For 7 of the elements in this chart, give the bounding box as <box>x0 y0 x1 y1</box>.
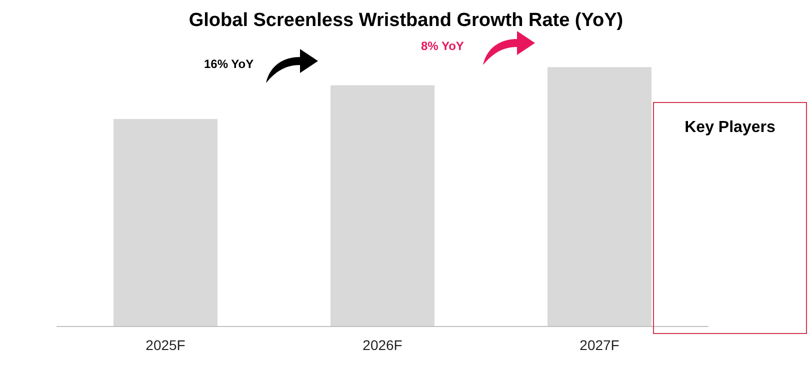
x-tick-label: 2027F <box>580 337 620 353</box>
x-tick-label: 2025F <box>146 337 186 353</box>
annotation: 16% YoY <box>204 57 254 72</box>
text: Key Players <box>684 119 776 137</box>
text: 8% YoY <box>421 39 464 54</box>
chart-title: Global Screenless Wristband Growth Rate (YoY) <box>188 10 624 31</box>
x-tick-label: 2026F <box>362 337 402 353</box>
